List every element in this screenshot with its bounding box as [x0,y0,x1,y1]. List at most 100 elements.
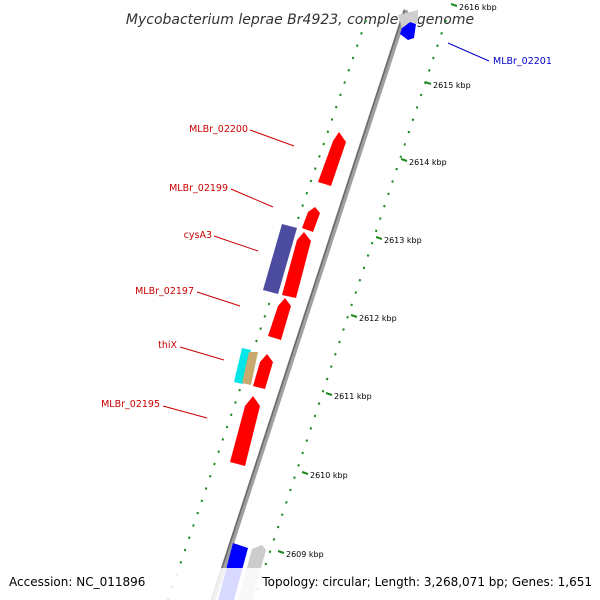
gc-dot [234,401,237,404]
gc-dot [200,499,204,503]
feature-MLBr_02197[interactable] [282,232,311,298]
gc-dot [313,414,317,418]
gc-dot [221,437,225,441]
gc-dot [334,352,337,356]
gc-dot [378,217,382,220]
gc-dot [272,537,276,541]
gc-dot [355,44,359,48]
topology-text: Topology: circular; Length: 3,268,071 bp… [261,575,592,589]
map-title: Mycobacterium leprae Br4923, complete ge… [126,12,474,28]
feature-track [218,10,418,600]
gene-label-MLBr_02200[interactable]: MLBr_02200 [189,124,248,135]
gc-dot [297,463,300,467]
gc-dot [350,303,353,307]
gene-label-MLBr_02199[interactable]: MLBr_02199 [169,183,228,194]
gc-dot [419,93,423,97]
gc-dot [428,69,431,72]
gc-dot [338,340,341,344]
gc-dot [411,118,415,122]
gc-dot [225,425,229,429]
tick-label: 2611 kbp [334,392,372,401]
gc-dot [208,474,212,478]
tick-label: 2615 kbp [433,81,471,90]
gc-dot [322,142,325,146]
gc-dot [229,413,233,417]
gc-dot [391,180,394,183]
gc-dot [276,525,280,529]
tick-mark [301,471,309,475]
tick-mark [325,392,333,396]
gene-label-MLBr_02201[interactable]: MLBr_02201 [493,56,552,67]
gene-labels: MLBr_02201 MLBr_02200 MLBr_02199 cysA3 M… [101,56,552,410]
tick-mark [375,236,383,240]
feature-MLBr_02199[interactable] [302,207,320,232]
gc-dot [268,550,272,554]
tick-label: 2610 kbp [310,471,348,480]
feature-small-red[interactable] [268,298,291,340]
gc-dot [213,462,216,466]
gc-dot [383,204,386,208]
gc-dot [362,266,366,270]
feature-thiX-cyan[interactable] [234,348,251,384]
tick-mark [424,81,432,85]
gc-dot [305,439,309,443]
gc-dot [407,130,411,134]
gene-label-MLBr_02195[interactable]: MLBr_02195 [101,399,160,410]
gc-dot [360,31,363,35]
gc-dot [432,56,435,60]
tick-mark [350,314,358,318]
gc-dot [330,118,334,121]
gc-dot [342,328,345,331]
gc-dot [309,426,313,430]
gc-dot [395,167,398,171]
gc-dot [326,130,330,134]
gc-dot [358,278,362,282]
tick-label: 2613 kbp [384,236,422,245]
feature-thiX-tan[interactable] [242,352,258,385]
gc-dot [343,81,346,84]
feature-gray-top[interactable] [398,10,418,28]
gc-dot [204,487,208,490]
tick-label: 2609 kbp [286,550,324,559]
feature-MLBr_02195[interactable] [230,396,260,466]
gc-dot [440,31,443,35]
gc-dot [217,450,220,454]
gc-dot [263,314,267,318]
gc-dot [285,500,288,504]
footer-background [0,568,600,600]
gc-dot [179,560,183,564]
gc-dot [313,167,317,171]
feature-cysA3[interactable] [263,224,297,294]
gc-dot [318,154,321,158]
gc-dot [321,389,325,393]
gc-dot [280,513,284,517]
gc-dot [399,155,403,159]
gene-label-MLBr_02197[interactable]: MLBr_02197 [135,286,194,297]
gc-content-track-left [166,19,367,600]
accession-text: Accession: NC_011896 [9,575,145,589]
tick-mark [400,158,408,162]
gene-label-thiX[interactable]: thiX [158,340,177,351]
feature-MLBr_02200[interactable] [318,132,346,186]
gc-dot [329,365,333,368]
tick-track: 2616 kbp 2615 kbp 2614 kbp 2613 kbp 2612 kbp… [277,3,497,559]
gc-dot [317,402,321,406]
gc-dot [264,562,268,566]
gc-dot [347,68,351,72]
tick-label: 2616 kbp [459,3,497,12]
gc-dot [366,254,370,257]
gc-dot [444,19,447,23]
feature-thiX-adjacent[interactable] [253,354,273,389]
gc-dot [374,229,378,233]
gc-dot [187,536,191,540]
gc-dot [183,548,187,552]
gc-dot [259,327,262,331]
tick-mark [450,3,458,7]
gc-dot [325,377,329,381]
gc-dot [192,524,195,527]
gc-dot [387,192,390,196]
gc-dot [334,105,338,109]
gc-dot [255,339,258,343]
gene-label-cysA3[interactable]: cysA3 [184,230,212,241]
